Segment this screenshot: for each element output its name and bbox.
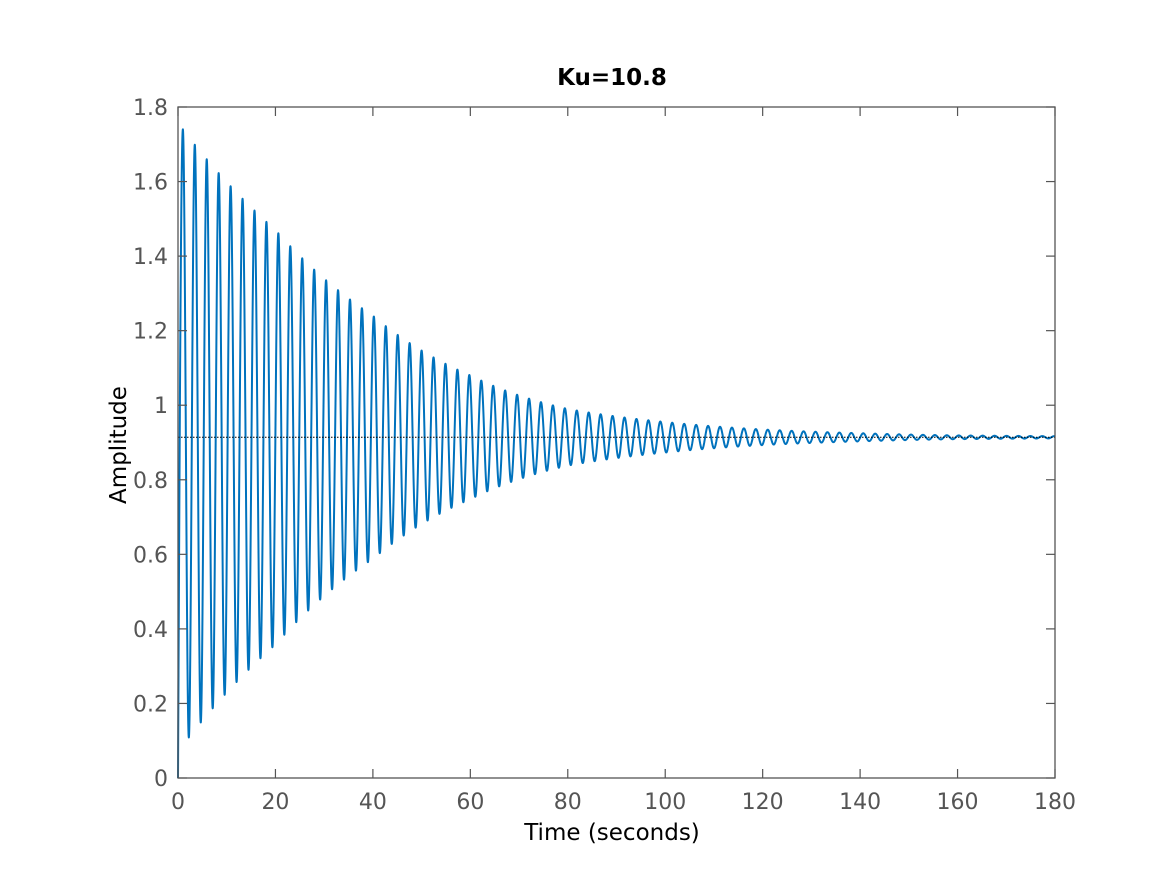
x-tick-label: 100 (644, 790, 686, 815)
y-tick-label: 1.4 (133, 245, 168, 270)
y-tick-label: 1 (154, 394, 168, 419)
chart-title: Ku=10.8 (557, 65, 667, 91)
y-tick-label: 1.6 (133, 171, 168, 196)
y-axis-label: Amplitude (106, 386, 132, 504)
x-tick-label: 20 (261, 790, 289, 815)
x-tick-label: 140 (839, 790, 881, 815)
y-tick-label: 0.4 (133, 618, 168, 643)
y-tick-label: 1.8 (133, 96, 168, 121)
x-tick-label: 80 (554, 790, 582, 815)
x-tick-label: 160 (937, 790, 979, 815)
y-tick-label: 0.6 (133, 543, 168, 568)
x-axis-label: Time (seconds) (523, 820, 700, 846)
x-tick-label: 60 (456, 790, 484, 815)
y-tick-label: 0 (154, 767, 168, 792)
y-tick-label: 1.2 (133, 320, 168, 345)
y-tick-label: 0.8 (133, 469, 168, 494)
x-tick-label: 0 (171, 790, 185, 815)
x-tick-label: 120 (742, 790, 784, 815)
x-tick-label: 40 (359, 790, 387, 815)
y-axis-ticks: 0 0.2 0.4 0.6 0.8 1 1.2 1.4 1.6 1.8 (133, 96, 1055, 792)
x-axis-ticks: 0 20 40 60 80 100 120 140 160 180 (171, 107, 1076, 815)
series-line (177, 128, 1056, 779)
series-layer (177, 128, 1056, 779)
y-tick-label: 0.2 (133, 692, 168, 717)
plot-frame (177, 106, 1056, 779)
x-tick-label: 180 (1034, 790, 1076, 815)
